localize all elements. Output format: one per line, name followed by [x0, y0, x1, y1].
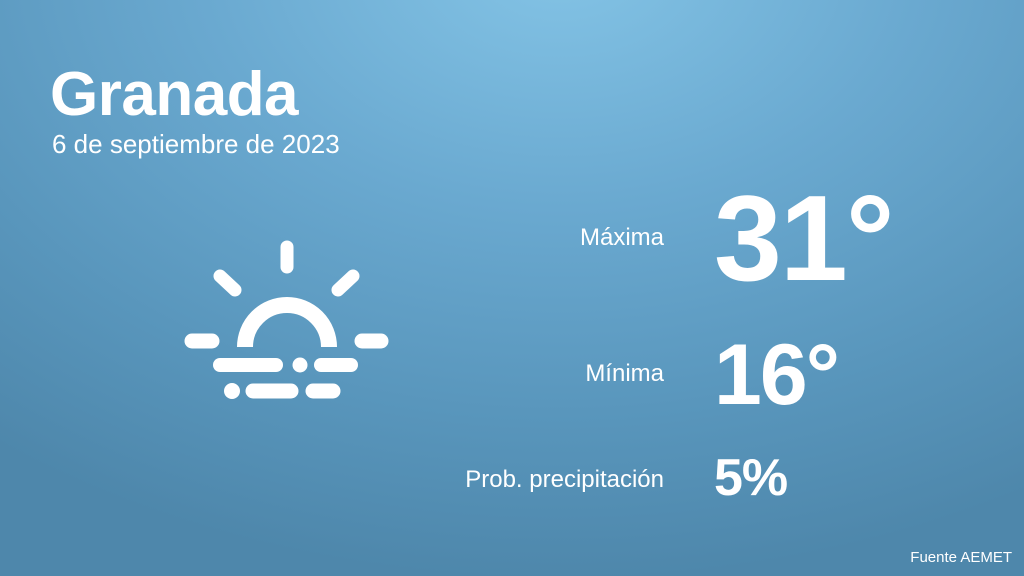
precip-prob-value: 5%: [714, 449, 788, 507]
max-temp-value: 31°: [714, 170, 894, 306]
precip-prob-label: Prob. precipitación: [465, 466, 664, 493]
city-name: Granada: [50, 60, 299, 129]
min-temp-value: 16°: [714, 327, 840, 423]
max-temp-label: Máxima: [579, 224, 664, 251]
min-temp-label: Mínima: [585, 360, 664, 387]
source-credit: Fuente AEMET: [910, 549, 1012, 566]
forecast-date: 6 de septiembre de 2023: [52, 129, 340, 159]
